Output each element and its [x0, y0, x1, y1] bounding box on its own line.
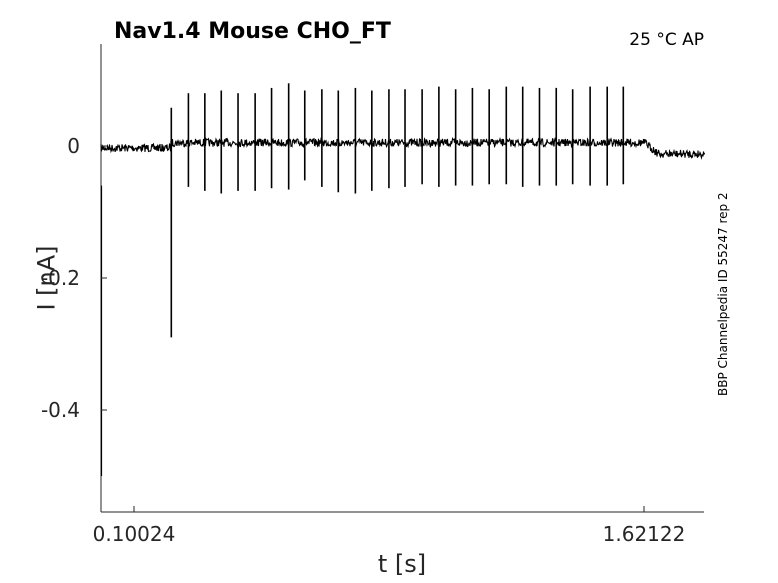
current-trace — [100, 136, 706, 476]
source-label: BBP Channelpedia ID 55247 rep 2 — [716, 192, 730, 396]
axes — [100, 44, 704, 513]
x-tick-label: 0.10024 — [93, 522, 176, 546]
y-tick-label: -0.2 — [41, 266, 80, 290]
y-tick-label: 0 — [67, 134, 80, 158]
y-tick-label: -0.4 — [41, 398, 80, 422]
x-tick-label: 1.62122 — [603, 522, 686, 546]
condition-label: 25 °C AP — [629, 30, 704, 50]
axis-ticks: 0 -0.2 -0.4 0.10024 1.62122 — [41, 134, 685, 546]
x-axis-label: t [s] — [377, 550, 427, 578]
chart-title: Nav1.4 Mouse CHO_FT — [114, 19, 391, 44]
spike-markers — [170, 83, 625, 338]
y-axis-label: I [nA] — [32, 245, 61, 311]
baseline-noise — [100, 136, 706, 160]
